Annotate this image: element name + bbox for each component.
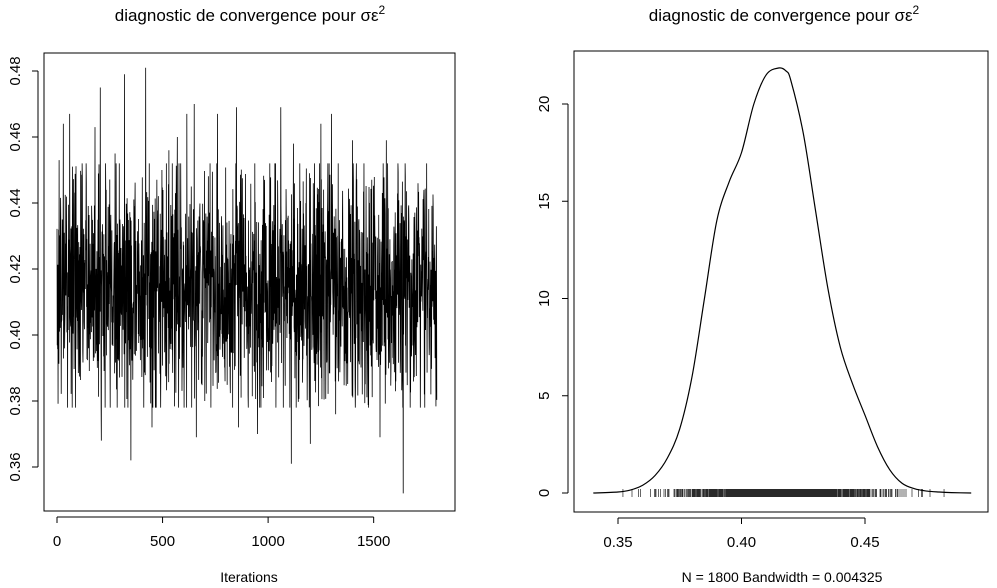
trace-plot-frame: [43, 52, 456, 512]
density-plot-panel: diagnostic de convergence pour σε2 0.35 0…: [536, 3, 989, 585]
y-tick-label: 0.38: [7, 386, 24, 415]
y-tick-label: 5: [536, 392, 553, 400]
trace-plot-panel: diagnostic de convergence pour σε2 0 500 1…: [7, 3, 456, 585]
y-tick-label: 15: [536, 193, 553, 210]
rug-marks: [622, 489, 945, 497]
density-plot-title: diagnostic de convergence pour σε2: [649, 3, 920, 25]
y-tick-label: 0.44: [7, 188, 24, 217]
density-curve: [593, 67, 972, 494]
y-tick-label: 0.42: [7, 254, 24, 283]
y-tick-label: 10: [536, 290, 553, 307]
trace-series-line: [56, 67, 438, 494]
y-tick-label: 0.36: [7, 452, 24, 481]
trace-plot-title: diagnostic de convergence pour σε2: [115, 3, 386, 25]
trace-plot-x-axis: 0 500 1000 1500: [53, 516, 390, 550]
density-plot-x-axis: 0.35 0.40 0.45: [603, 517, 880, 551]
x-tick-label: 1500: [357, 533, 390, 550]
x-tick-label: 0.35: [603, 534, 632, 551]
density-plot-y-axis: 0 5 10 15 20: [536, 96, 569, 497]
y-tick-label: 0.46: [7, 122, 24, 151]
trace-plot-x-label: Iterations: [220, 569, 278, 585]
x-tick-label: 0.40: [727, 534, 756, 551]
y-tick-label: 0.48: [7, 56, 24, 85]
y-tick-label: 0.40: [7, 320, 24, 349]
x-tick-label: 0: [53, 533, 61, 550]
x-tick-label: 500: [150, 533, 175, 550]
x-tick-label: 0.45: [850, 534, 879, 551]
trace-plot-y-axis: 0.36 0.38 0.40 0.42 0.44 0.46 0.48: [7, 56, 39, 482]
x-tick-label: 1000: [251, 533, 284, 550]
y-tick-label: 20: [536, 96, 553, 113]
density-plot-frame: [573, 50, 989, 513]
density-plot-x-label: N = 1800 Bandwidth = 0.004325: [682, 569, 883, 585]
y-tick-label: 0: [536, 489, 553, 497]
